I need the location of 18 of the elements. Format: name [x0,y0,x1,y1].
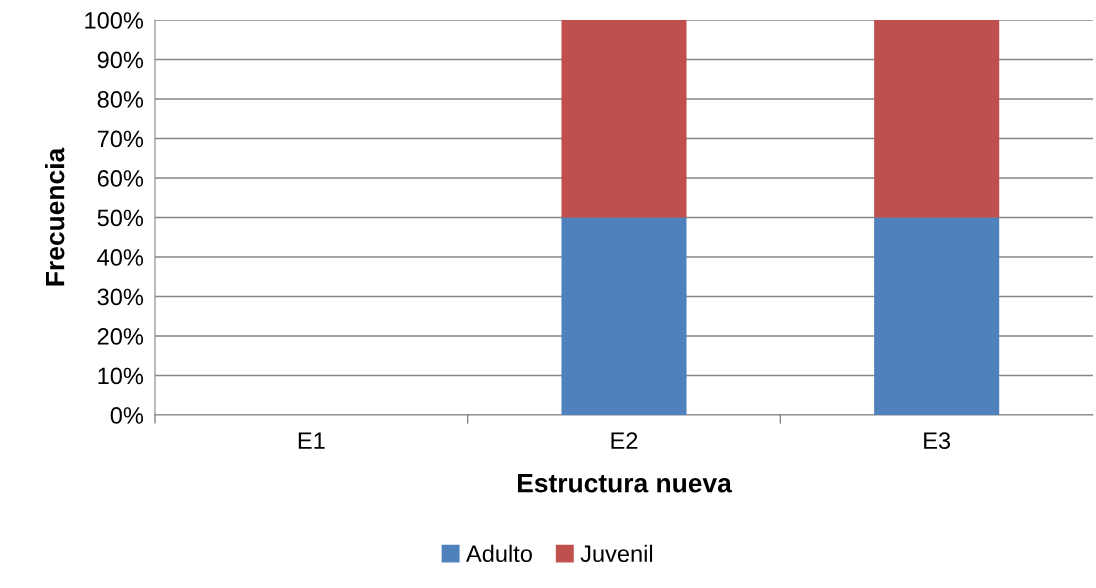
y-tick-label: 10% [98,367,144,385]
y-tick-label: 80% [97,91,144,108]
y-axis-title: Frecuencia [45,147,65,286]
y-tick-label: 40% [97,249,144,266]
y-tick-label: 30% [97,288,144,306]
y-tick-label: 50% [97,209,144,227]
x-tick-label: E3 [924,432,951,450]
y-tick-label: 100% [85,12,144,29]
x-axis-title: Estructura nueva [517,474,732,493]
legend-label: Adulto [466,544,532,563]
y-tick-label: 0% [110,407,144,424]
y-tick-label: 60% [97,170,144,187]
x-tick-label: E1 [298,432,325,449]
y-tick-label: 20% [97,328,144,345]
legend-label: Juvenil [580,544,653,563]
y-tick-label: 70% [97,130,144,148]
x-tick-label: E2 [611,432,638,449]
y-tick-label: 90% [97,51,144,69]
